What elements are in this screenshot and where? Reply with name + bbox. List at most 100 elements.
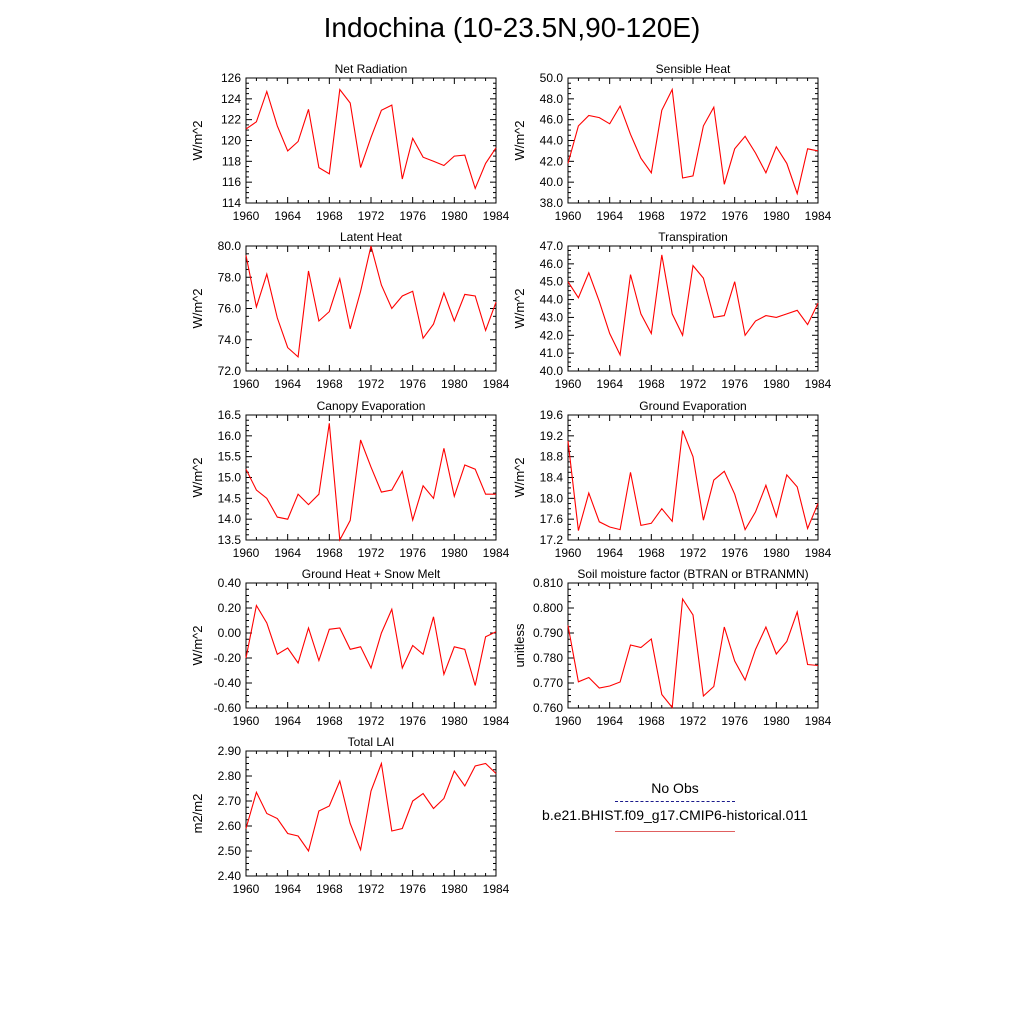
x-tick-label: 1968 — [638, 377, 665, 391]
y-tick-label: 15.5 — [218, 450, 242, 464]
x-tick-label: 1980 — [441, 546, 468, 560]
page-title: Indochina (10-23.5N,90-120E) — [323, 12, 701, 43]
y-tick-label: 0.00 — [218, 626, 242, 640]
plot-frame — [567, 77, 819, 204]
y-tick-label: 74.0 — [218, 333, 242, 347]
plot-frame — [245, 414, 497, 541]
x-tick-label: 1980 — [441, 882, 468, 896]
x-tick-label: 1972 — [358, 209, 385, 223]
y-tick-label: 2.80 — [218, 769, 242, 783]
plot-frame — [245, 582, 497, 709]
series-line — [567, 430, 819, 531]
x-tick-label: 1984 — [483, 377, 510, 391]
y-tick-label: 0.790 — [533, 626, 563, 640]
x-tick-label: 1968 — [316, 209, 343, 223]
y-axis-label: W/m^2 — [512, 457, 527, 497]
y-tick-label: 41.0 — [540, 346, 564, 360]
x-tick-label: 1964 — [274, 377, 301, 391]
x-tick-label: 1964 — [274, 882, 301, 896]
x-tick-label: 1964 — [274, 714, 301, 728]
y-tick-label: 114 — [222, 196, 241, 210]
y-tick-label: 18.0 — [540, 491, 564, 505]
panel-title: Net Radiation — [335, 62, 408, 76]
chart-panel: Ground Heat + Snow Melt W/m^2 -0.60 -0.40 -0… — [190, 567, 510, 728]
x-tick-label: 1980 — [441, 714, 468, 728]
x-tick-label: 1960 — [233, 377, 260, 391]
y-tick-label: 78.0 — [218, 270, 242, 284]
y-tick-label: 38.0 — [540, 196, 564, 210]
x-tick-label: 1968 — [316, 714, 343, 728]
x-tick-label: 1964 — [596, 377, 623, 391]
x-tick-label: 1976 — [399, 377, 426, 391]
x-tick-label: 1964 — [274, 209, 301, 223]
series-line — [245, 88, 497, 191]
y-tick-label: 46.0 — [540, 113, 564, 127]
panel-title: Ground Heat + Snow Melt — [302, 567, 441, 581]
x-tick-label: 1964 — [274, 546, 301, 560]
y-tick-label: 16.0 — [218, 429, 242, 443]
y-axis-label: unitless — [512, 623, 527, 668]
y-tick-label: 42.0 — [540, 328, 564, 342]
y-tick-label: 47.0 — [540, 239, 564, 253]
x-tick-label: 1976 — [721, 209, 748, 223]
chart-panel: Canopy Evaporation W/m^2 13.5 14.0 14.5 15.0 1… — [190, 399, 510, 560]
y-tick-label: 18.4 — [540, 471, 564, 485]
x-tick-label: 1984 — [805, 546, 832, 560]
x-tick-label: 1980 — [441, 377, 468, 391]
series-line — [567, 597, 819, 709]
x-tick-label: 1976 — [399, 209, 426, 223]
x-tick-label: 1976 — [399, 546, 426, 560]
y-tick-label: 14.0 — [218, 512, 242, 526]
legend-obs-label: No Obs — [651, 780, 699, 796]
x-tick-label: 1972 — [358, 714, 385, 728]
y-axis-label: W/m^2 — [512, 120, 527, 160]
chart-panel: Sensible Heat W/m^2 38.0 40.0 42.0 44.0 46.0 48… — [512, 62, 832, 223]
legend-obs-line — [615, 801, 735, 802]
plot-frame — [567, 414, 819, 541]
y-tick-label: 122 — [221, 113, 241, 127]
y-tick-label: 0.780 — [533, 651, 563, 665]
y-tick-label: 2.70 — [218, 794, 242, 808]
panel-title: Canopy Evaporation — [317, 399, 426, 413]
x-tick-label: 1984 — [483, 546, 510, 560]
series-line — [567, 254, 819, 357]
y-tick-label: -0.20 — [214, 651, 242, 665]
chart-panel: Net Radiation W/m^2 114 116 118 120 122 124 126 1… — [190, 62, 510, 223]
legend-model-line — [615, 831, 735, 832]
y-tick-label: 40.0 — [540, 175, 564, 189]
x-tick-label: 1984 — [483, 209, 510, 223]
y-axis-label: W/m^2 — [190, 457, 205, 497]
x-tick-label: 1972 — [680, 546, 707, 560]
x-tick-label: 1972 — [680, 377, 707, 391]
x-tick-label: 1968 — [316, 377, 343, 391]
y-tick-label: 2.90 — [218, 744, 242, 758]
y-axis-label: W/m^2 — [190, 288, 205, 328]
y-tick-label: 126 — [221, 71, 241, 85]
x-tick-label: 1960 — [233, 546, 260, 560]
x-tick-label: 1960 — [233, 714, 260, 728]
y-tick-label: 50.0 — [540, 71, 564, 85]
y-tick-label: 2.40 — [218, 869, 242, 883]
y-tick-label: 17.6 — [540, 512, 564, 526]
x-tick-label: 1984 — [805, 377, 832, 391]
x-tick-label: 1972 — [358, 377, 385, 391]
x-tick-label: 1980 — [763, 377, 790, 391]
x-tick-label: 1980 — [441, 209, 468, 223]
plot-frame — [567, 582, 819, 709]
y-tick-label: 120 — [221, 134, 241, 148]
y-tick-label: 43.0 — [540, 310, 564, 324]
y-tick-label: 0.810 — [533, 576, 563, 590]
y-tick-label: 19.2 — [540, 429, 564, 443]
y-tick-label: 19.6 — [540, 408, 564, 422]
x-tick-label: 1984 — [805, 209, 832, 223]
x-tick-label: 1984 — [483, 882, 510, 896]
x-tick-label: 1972 — [680, 209, 707, 223]
x-tick-label: 1968 — [638, 714, 665, 728]
series-line — [245, 423, 496, 542]
series-line — [245, 603, 497, 686]
x-tick-label: 1964 — [596, 209, 623, 223]
x-tick-label: 1960 — [233, 882, 260, 896]
x-tick-label: 1964 — [596, 714, 623, 728]
plot-frame — [245, 245, 497, 372]
